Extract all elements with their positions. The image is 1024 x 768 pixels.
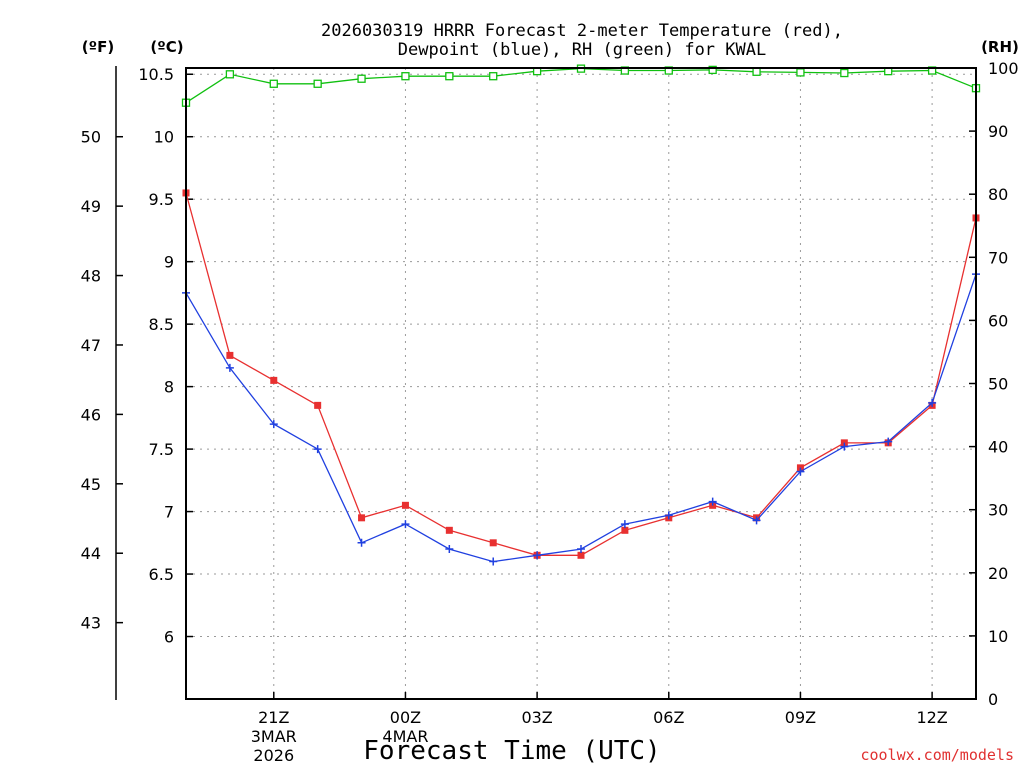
dewpoint-point	[577, 545, 585, 554]
rh-point	[225, 70, 235, 79]
dewpoint-point	[620, 520, 629, 529]
dewpoint-point	[269, 420, 278, 429]
date-tick-label: 3MAR	[251, 727, 297, 746]
rh-tick-label: 40	[988, 438, 1008, 457]
time-tick-label: 21Z	[258, 708, 289, 727]
celsius-tick-label: 9.5	[149, 190, 174, 209]
celsius-tick-label: 6	[164, 628, 174, 647]
temperature-point	[270, 376, 278, 384]
chart-title-line1: 2026030319 HRRR Forecast 2-meter Tempera…	[321, 21, 843, 41]
celsius-tick-label: 8.5	[149, 315, 174, 334]
dewpoint-point	[928, 398, 937, 407]
fahrenheit-tick-label: 46	[81, 405, 101, 424]
rh-tick-label: 0	[988, 690, 998, 709]
fahrenheit-tick-label: 50	[81, 128, 101, 147]
temperature-point	[358, 514, 366, 522]
time-tick-label: 12Z	[916, 708, 947, 727]
fahrenheit-unit-label: (ºF)	[82, 38, 114, 56]
rh-point	[269, 79, 278, 88]
dewpoint-point	[796, 467, 805, 476]
temperature-point	[314, 401, 322, 409]
dewpoint-point	[357, 538, 366, 547]
rh-tick-label: 80	[988, 185, 1008, 204]
rh-tick-label: 90	[988, 122, 1008, 141]
rh-point	[313, 79, 322, 88]
temperature-point	[226, 351, 234, 359]
date-tick-label: 4MAR	[382, 727, 428, 746]
rh-tick-label: 20	[988, 564, 1008, 583]
rh-tick-label: 30	[988, 501, 1008, 520]
dewpoint-point	[840, 442, 849, 451]
celsius-tick-label: 10.5	[138, 65, 174, 84]
time-tick-label: 03Z	[521, 708, 552, 727]
chart-title-line2: Dewpoint (blue), RH (green) for KWAL	[398, 40, 766, 60]
celsius-tick-label: 9	[164, 253, 174, 272]
rh-point	[708, 65, 717, 75]
temperature-point	[489, 539, 497, 547]
rh-axis: 0 10 20 30 40 50 60 70 80 90 100	[969, 59, 1019, 709]
celsius-tick-label: 10	[154, 128, 174, 147]
celsius-tick-label: 7	[164, 503, 174, 522]
rh-tick-label: 70	[988, 248, 1008, 267]
dewpoint-line	[185, 273, 977, 563]
celsius-tick-label: 6.5	[149, 565, 174, 584]
credit-text: coolwx.com/models	[860, 746, 1014, 764]
dewpoint-point	[445, 545, 454, 554]
rh-tick-label: 100	[988, 59, 1019, 78]
dewpoint-point	[708, 497, 717, 506]
dewpoint-point	[752, 516, 761, 525]
temperature-line	[185, 192, 977, 556]
celsius-tick-label: 7.5	[149, 440, 174, 459]
dewpoint-point	[884, 437, 893, 446]
rh-point	[445, 72, 454, 81]
fahrenheit-axis: 43 44 45 46 47 48 49 50	[81, 128, 123, 633]
dewpoint-point	[401, 520, 410, 529]
data-series	[181, 64, 981, 566]
rh-point	[840, 68, 849, 78]
temperature-point	[621, 526, 629, 534]
rh-point	[796, 68, 805, 77]
time-tick-label: 09Z	[785, 708, 816, 727]
dewpoint-point	[313, 445, 322, 454]
dewpoint-point	[489, 557, 498, 566]
fahrenheit-tick-label: 47	[81, 336, 101, 355]
year-tick-label: 2026	[253, 746, 294, 765]
temperature-point	[577, 551, 585, 559]
dewpoint-point	[664, 511, 673, 520]
rh-tick-label: 60	[988, 311, 1008, 330]
time-tick-label: 00Z	[390, 708, 421, 727]
grid-lines	[186, 68, 976, 699]
rh-point	[489, 72, 498, 81]
rh-point	[752, 67, 761, 76]
fahrenheit-tick-label: 44	[81, 544, 101, 563]
temperature-point	[401, 501, 409, 509]
temperature-point	[445, 526, 453, 534]
x-axis-label: Forecast Time (UTC)	[363, 736, 660, 766]
celsius-axis: 6 6.5 7 7.5 8 8.5 9 9.5 10 10.5	[138, 65, 193, 647]
fahrenheit-tick-label: 45	[81, 475, 101, 494]
dewpoint-point	[533, 551, 542, 560]
rh-line	[185, 67, 977, 104]
fahrenheit-tick-label: 43	[81, 614, 101, 633]
rh-point	[401, 72, 410, 81]
time-tick-label: 06Z	[653, 708, 684, 727]
rh-point	[357, 74, 366, 83]
plot-frame	[185, 67, 977, 700]
celsius-unit-label: (ºC)	[150, 38, 183, 56]
fahrenheit-tick-label: 49	[81, 197, 101, 216]
rh-tick-label: 50	[988, 375, 1008, 394]
rh-unit-label: (RH)	[981, 38, 1019, 56]
fahrenheit-tick-label: 48	[81, 267, 101, 286]
celsius-tick-label: 8	[164, 378, 174, 397]
dewpoint-point	[225, 363, 234, 372]
rh-tick-label: 10	[988, 627, 1008, 646]
